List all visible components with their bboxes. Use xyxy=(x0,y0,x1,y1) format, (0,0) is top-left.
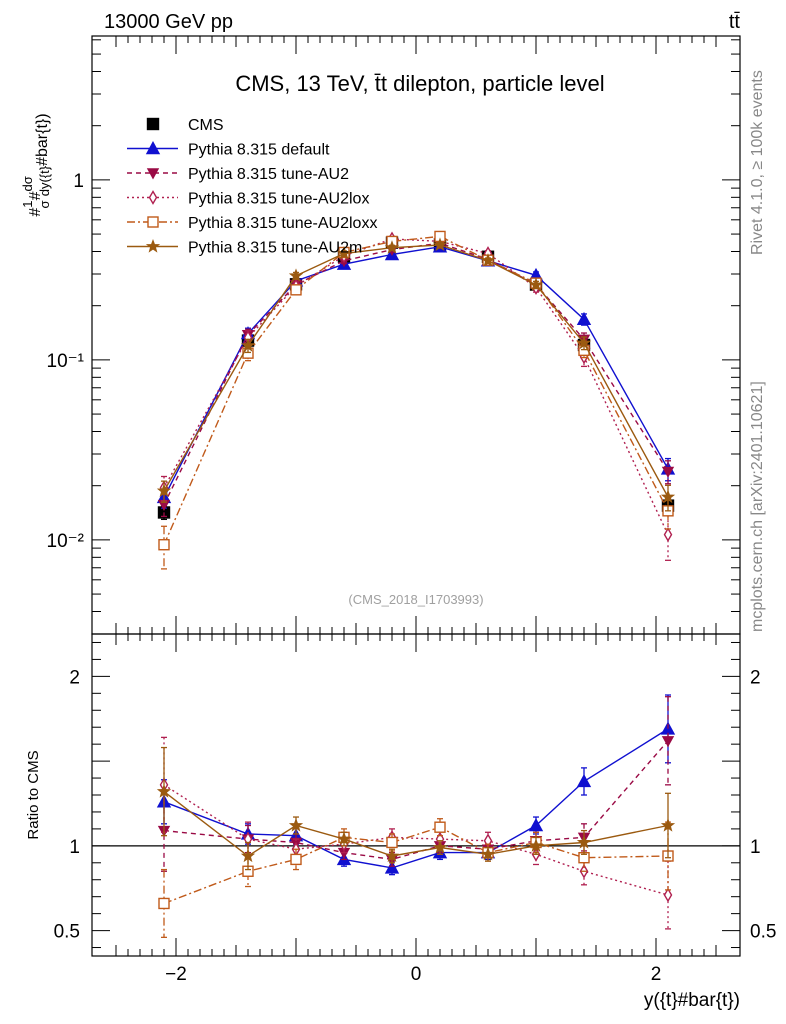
ratio-ytick-label: 2 xyxy=(69,667,80,688)
legend-marker xyxy=(148,190,158,205)
main-line-pythia-8-315-tune-au2loxx xyxy=(163,235,669,545)
main-point xyxy=(660,489,676,504)
ratio-point xyxy=(290,853,302,866)
legend-entry-pythia-8-315-tune-au2loxx: Pythia 8.315 tune-AU2loxx xyxy=(127,215,377,232)
legend-marker xyxy=(146,117,160,131)
main-axis-ticks: 1 10⁻¹ 10⁻² xyxy=(47,36,740,635)
ratio-point xyxy=(432,840,448,854)
legend-label: CMS xyxy=(188,117,224,134)
main-point xyxy=(528,277,544,291)
ratio-point xyxy=(288,818,304,832)
ratio-ytick-label-right: 1 xyxy=(750,837,761,858)
main-series-layer xyxy=(156,230,676,570)
legend-label: Pythia 8.315 default xyxy=(188,142,330,159)
main-point xyxy=(290,284,302,296)
ratio-line-pythia-8-315-default xyxy=(163,728,669,869)
main-point xyxy=(576,311,592,326)
ratio-point xyxy=(386,836,398,849)
ratio-point xyxy=(434,821,446,833)
ratio-xtick-label: −2 xyxy=(165,964,187,985)
ratio-axis-ticks: 2 2 1 1 0.5 0.5 −2 0 2 xyxy=(54,634,776,985)
ratio-panel: 2 2 1 1 0.5 0.5 −2 0 2 Ratio to CMS y({t}#bar{t}… xyxy=(25,633,776,1011)
legend-entry-pythia-8-315-tune-au2: Pythia 8.315 tune-AU2 xyxy=(127,166,349,183)
ratio-ylabel: Ratio to CMS xyxy=(25,750,42,839)
legend-entry-pythia-8-315-tune-au2m: Pythia 8.315 tune-AU2m xyxy=(127,238,362,257)
main-title: CMS, 13 TeV, t̄t dilepton, particle leve… xyxy=(235,71,604,96)
ratio-xtick-label: 0 xyxy=(411,964,422,985)
main-point xyxy=(240,338,256,352)
ratio-point xyxy=(384,860,400,874)
ratio-point xyxy=(660,818,676,832)
ratio-line-pythia-8-315-tune-au2loxx xyxy=(163,826,669,905)
legend-entry-pythia-8-315-default: Pythia 8.315 default xyxy=(127,141,330,159)
main-ytick-label: 10⁻² xyxy=(47,531,85,552)
ratio-point xyxy=(158,897,170,910)
main-point xyxy=(384,240,400,254)
legend-marker xyxy=(145,238,161,253)
ratio-point xyxy=(384,848,400,863)
main-line-pythia-8-315-default xyxy=(163,246,669,498)
ratio-line-pythia-8-315-tune-au2m xyxy=(163,791,669,857)
ratio-point xyxy=(240,848,256,863)
ratio-ytick-label: 1 xyxy=(69,837,80,858)
main-point xyxy=(288,268,304,282)
main-line-pythia-8-315-tune-au2m xyxy=(163,244,669,498)
legend-label: Pythia 8.315 tune-AU2lox xyxy=(188,191,369,208)
ratio-ytick-label: 0.5 xyxy=(54,922,80,943)
main-point xyxy=(156,483,172,498)
legend-label: Pythia 8.315 tune-AU2loxx xyxy=(188,215,377,232)
ratio-point xyxy=(576,834,592,849)
legend: CMS Pythia 8.315 default Pythia 8.315 tune… xyxy=(127,117,377,257)
legend-label: Pythia 8.315 tune-AU2 xyxy=(188,166,349,183)
legend-label: Pythia 8.315 tune-AU2m xyxy=(188,240,362,257)
main-ytick-label: 10⁻¹ xyxy=(47,351,85,372)
process-label: tt̄ xyxy=(729,11,741,33)
main-line-pythia-8-315-tune-au2 xyxy=(163,242,669,505)
legend-entry-pythia-8-315-tune-au2lox: Pythia 8.315 tune-AU2lox xyxy=(127,190,369,208)
legend-entry-cms: CMS xyxy=(146,117,224,134)
main-point xyxy=(661,466,675,478)
ratio-point xyxy=(528,818,544,832)
ratio-point xyxy=(480,846,496,861)
main-point xyxy=(336,245,352,260)
ratio-xtick-label: 2 xyxy=(651,964,662,985)
main-point xyxy=(576,335,592,350)
main-point xyxy=(158,539,170,551)
ratio-xlabel: y({t}#bar{t}) xyxy=(644,990,740,1011)
main-panel: 1 10⁻¹ 10⁻² CMS, 13 TeV, t̄t dilepton, par… xyxy=(20,35,741,635)
legend-marker xyxy=(147,216,159,228)
energy-label: 13000 GeV pp xyxy=(104,11,233,33)
mcplots-label: mcplots.cern.ch [arXiv:2401.10621] xyxy=(749,381,766,632)
main-point xyxy=(480,253,496,267)
rivet-label: Rivet 4.1.0, ≥ 100k events xyxy=(749,70,766,255)
ratio-point xyxy=(528,838,544,852)
ratio-ytick-label-right: 0.5 xyxy=(750,922,776,943)
main-point xyxy=(432,237,448,252)
ratio-series-layer xyxy=(156,694,676,939)
ratio-ytick-label-right: 2 xyxy=(750,667,761,688)
main-point xyxy=(663,527,673,542)
ratio-point xyxy=(336,831,352,846)
legend-marker xyxy=(145,141,161,155)
ratio-point xyxy=(576,773,592,788)
main-series-pythia-8-315-tune-au2m xyxy=(156,237,676,512)
legend-marker xyxy=(146,168,160,180)
ratio-series-pythia-8-315-tune-au2m xyxy=(156,746,676,871)
watermark: (CMS_2018_I1703993) xyxy=(348,592,483,607)
main-ytick-label: 1 xyxy=(73,171,84,192)
ratio-point xyxy=(156,784,172,798)
ratio-point xyxy=(661,736,675,748)
ratio-point xyxy=(663,887,673,903)
